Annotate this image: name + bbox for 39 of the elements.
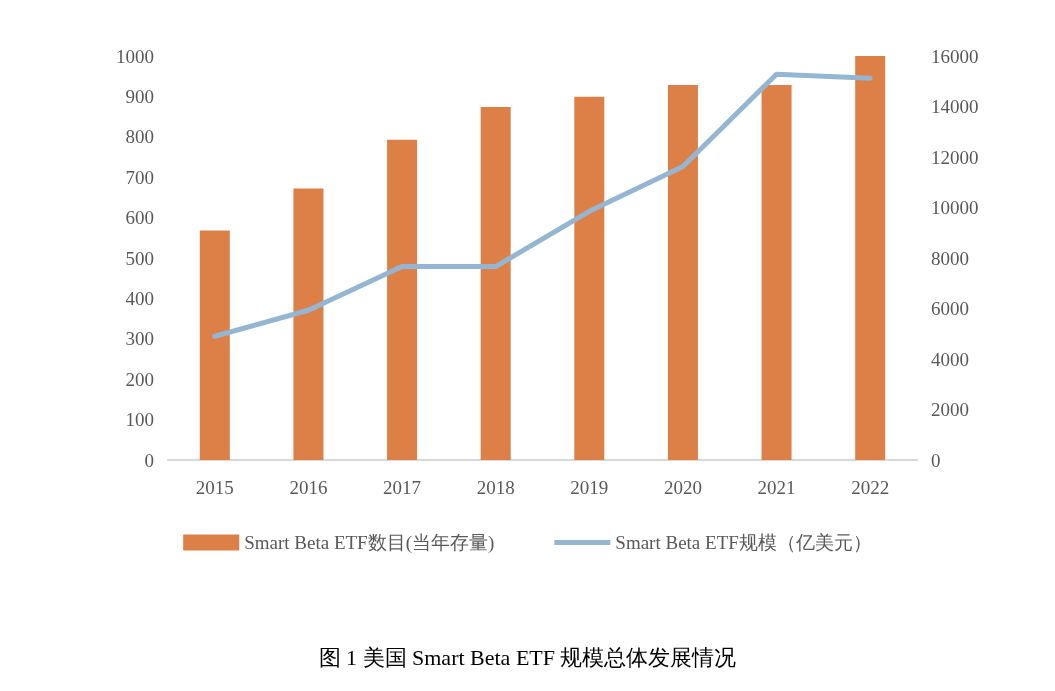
bar (387, 139, 418, 460)
x-tick-label: 2018 (476, 477, 515, 498)
y2-tick-label: 4000 (931, 348, 969, 370)
x-tick-label: 2017 (383, 477, 422, 498)
y-tick-label: 700 (125, 166, 154, 188)
bar (574, 96, 605, 460)
y-tick-label: 100 (125, 409, 154, 431)
x-tick-label: 2022 (851, 477, 890, 498)
y2-tick-label: 8000 (931, 247, 969, 269)
legend-label: Smart Beta ETF数目(当年存量) (244, 532, 495, 554)
y-tick-label: 1000 (116, 45, 154, 67)
bar (293, 188, 324, 460)
y-tick-label: 500 (125, 247, 154, 269)
bar (199, 230, 230, 460)
x-tick-label: 2020 (663, 477, 702, 498)
y2-tick-label: 16000 (931, 45, 979, 67)
y-tick-label: 0 (144, 449, 154, 471)
y-tick-label: 900 (125, 85, 154, 107)
x-tick-label: 2015 (195, 477, 234, 498)
y2-tick-label: 14000 (931, 96, 979, 117)
bar (855, 56, 886, 460)
y2-tick-label: 2000 (931, 399, 969, 420)
x-tick-label: 2016 (289, 477, 328, 498)
y-tick-label: 300 (125, 328, 154, 350)
text: 图 1 美国 Smart Beta ETF 规模总体发展情况 (318, 644, 737, 670)
y2-tick-label: 10000 (931, 197, 979, 218)
y2-tick-label: 12000 (931, 146, 979, 168)
y-tick-label: 400 (125, 287, 154, 309)
y-tick-label: 600 (125, 207, 154, 229)
y-tick-label: 800 (125, 126, 154, 148)
y2-tick-label: 6000 (931, 298, 969, 319)
bar (761, 85, 792, 460)
x-tick-label: 2019 (570, 477, 609, 498)
bar (667, 85, 698, 460)
y2-tick-label: 0 (931, 449, 941, 471)
y-tick-label: 200 (125, 368, 154, 390)
bar (480, 106, 511, 460)
legend-label: Smart Beta ETF规模（亿美元） (615, 532, 872, 553)
x-tick-label: 2021 (757, 477, 796, 498)
